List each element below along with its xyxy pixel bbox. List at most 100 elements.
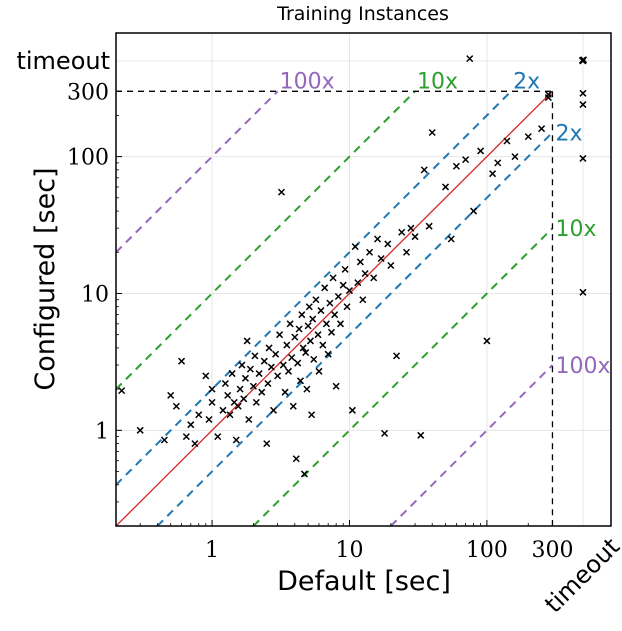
diagonal-2x-below bbox=[156, 131, 554, 526]
plot-frame bbox=[115, 32, 612, 527]
data-point bbox=[579, 101, 587, 109]
data-point bbox=[428, 128, 436, 137]
data-point bbox=[321, 284, 329, 292]
data-point bbox=[255, 370, 263, 378]
data-point bbox=[283, 341, 291, 349]
data-point bbox=[263, 440, 271, 448]
ratio-label-2x-top: 2x bbox=[513, 69, 540, 94]
data-point bbox=[191, 440, 199, 448]
data-point bbox=[309, 315, 317, 323]
data-point bbox=[310, 355, 318, 363]
data-point bbox=[354, 279, 362, 287]
data-point bbox=[544, 90, 552, 98]
data-point bbox=[319, 341, 327, 349]
data-point bbox=[300, 470, 308, 478]
diagonal-10x-above bbox=[116, 90, 416, 390]
data-point bbox=[336, 320, 345, 328]
data-point bbox=[462, 156, 470, 164]
data-point bbox=[272, 350, 280, 358]
data-point bbox=[232, 436, 240, 444]
data-point bbox=[267, 363, 275, 371]
data-point bbox=[241, 374, 249, 382]
x-tick-label: 100 bbox=[466, 538, 508, 563]
data-point bbox=[312, 296, 320, 304]
data-point bbox=[202, 372, 210, 380]
data-point bbox=[578, 56, 586, 64]
data-point bbox=[243, 337, 251, 345]
y-axis-label: Configured [sec] bbox=[30, 167, 61, 390]
data-point bbox=[326, 299, 334, 307]
y-tick-label: 1 bbox=[95, 419, 109, 444]
y-tick-label: 10 bbox=[81, 282, 109, 307]
data-point bbox=[277, 188, 286, 196]
data-point bbox=[298, 311, 306, 319]
data-point bbox=[279, 361, 287, 369]
data-point bbox=[402, 248, 411, 256]
x-axis-label: Default [sec] bbox=[277, 566, 451, 597]
y-tick-label: 300 bbox=[67, 80, 109, 105]
data-point bbox=[503, 137, 511, 145]
data-point bbox=[172, 402, 180, 410]
y-tick-label: 100 bbox=[67, 146, 109, 171]
data-point bbox=[483, 337, 491, 345]
data-point bbox=[441, 183, 450, 191]
data-point bbox=[226, 411, 234, 419]
data-point bbox=[345, 287, 354, 295]
data-point bbox=[447, 235, 455, 243]
data-point bbox=[387, 262, 395, 270]
data-point bbox=[381, 429, 389, 437]
data-point bbox=[292, 455, 300, 463]
data-point bbox=[351, 243, 359, 251]
data-point bbox=[295, 325, 303, 333]
data-point bbox=[136, 426, 144, 434]
data-point bbox=[304, 322, 312, 330]
data-point bbox=[348, 406, 356, 414]
data-point bbox=[296, 377, 305, 385]
data-point bbox=[265, 344, 273, 352]
data-point bbox=[269, 406, 278, 414]
data-point bbox=[274, 372, 282, 380]
data-point bbox=[249, 382, 257, 390]
data-point bbox=[276, 331, 284, 339]
data-point bbox=[178, 357, 186, 365]
data-point bbox=[494, 159, 502, 167]
diagonal-10x-below bbox=[252, 227, 554, 526]
data-point bbox=[289, 402, 297, 410]
data-point bbox=[366, 248, 374, 256]
data-point bbox=[322, 320, 330, 328]
data-point bbox=[284, 367, 293, 375]
data-point bbox=[579, 89, 587, 97]
data-point bbox=[281, 388, 289, 396]
data-point bbox=[214, 433, 222, 441]
data-point bbox=[308, 411, 316, 419]
data-point bbox=[339, 281, 347, 289]
data-point bbox=[187, 421, 195, 429]
data-point bbox=[294, 359, 302, 367]
data-point bbox=[343, 303, 351, 311]
data-point bbox=[398, 228, 406, 236]
data-point bbox=[236, 385, 244, 393]
data-point bbox=[315, 367, 323, 375]
data-point bbox=[238, 361, 246, 369]
data-point bbox=[332, 382, 340, 390]
data-point bbox=[182, 433, 190, 441]
data-point bbox=[224, 391, 232, 399]
data-point bbox=[251, 352, 259, 360]
data-point bbox=[524, 133, 532, 141]
data-point bbox=[305, 303, 313, 311]
data-point bbox=[208, 398, 216, 406]
identity-line bbox=[116, 90, 553, 526]
data-point bbox=[160, 436, 168, 444]
data-point bbox=[302, 349, 310, 357]
diagonal-2x-above bbox=[116, 90, 512, 486]
data-point bbox=[411, 233, 419, 241]
data-point bbox=[264, 379, 272, 387]
data-point bbox=[291, 333, 299, 341]
data-point bbox=[246, 365, 254, 373]
data-point bbox=[384, 240, 392, 248]
data-point bbox=[420, 166, 428, 174]
ratio-label-100x-top: 100x bbox=[280, 69, 335, 94]
data-point bbox=[579, 154, 587, 162]
data-point bbox=[489, 170, 497, 178]
